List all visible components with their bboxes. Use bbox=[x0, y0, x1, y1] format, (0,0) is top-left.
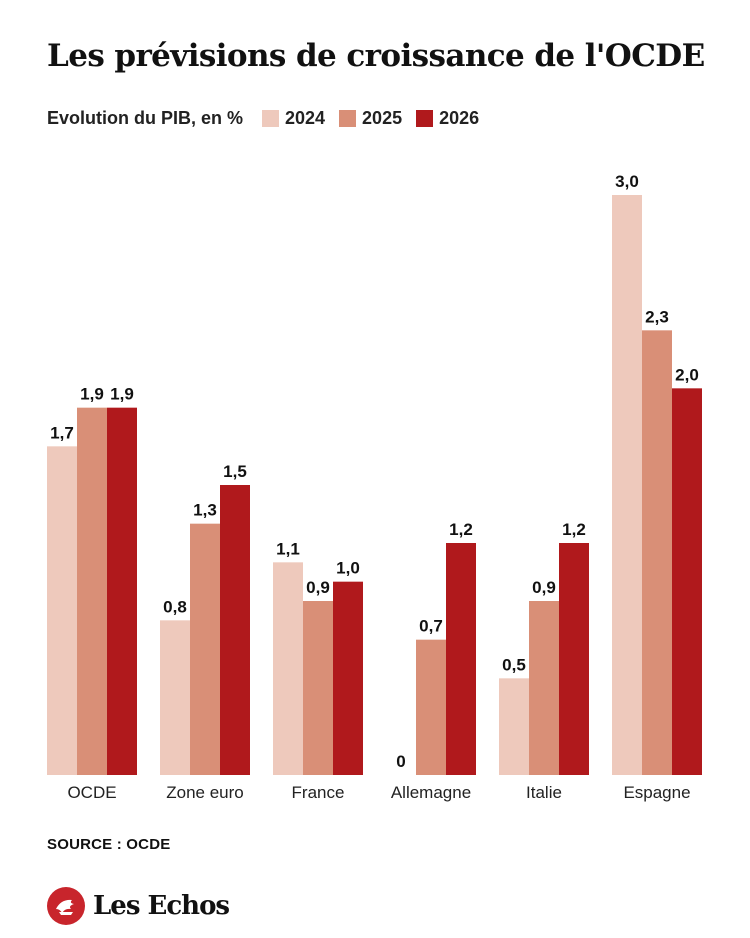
bar-ocde-2025 bbox=[77, 407, 107, 775]
chart-subtitle: Evolution du PIB, en % bbox=[47, 108, 244, 128]
bar-italie-2026 bbox=[559, 543, 589, 775]
data-label-zone-euro-2025: 1,3 bbox=[193, 501, 217, 520]
legend-label-2025: 2025 bbox=[362, 108, 403, 128]
data-label-espagne-2024: 3,0 bbox=[615, 172, 639, 191]
bar-ocde-2024 bbox=[47, 446, 77, 775]
data-label-allemagne-2026: 1,2 bbox=[449, 520, 473, 539]
category-label-allemagne: Allemagne bbox=[391, 783, 471, 802]
legend-item-2025: 2025 bbox=[339, 108, 402, 129]
legend-swatch-2024 bbox=[262, 110, 279, 127]
bar-espagne-2025 bbox=[642, 330, 672, 775]
legend-item-2024: 2024 bbox=[262, 108, 325, 129]
chart-legend: 2024 2025 2026 bbox=[262, 108, 493, 129]
bar-ocde-2026 bbox=[107, 407, 137, 775]
data-label-italie-2026: 1,2 bbox=[562, 520, 586, 539]
data-label-espagne-2026: 2,0 bbox=[675, 365, 699, 384]
brand-logo: Les Echos bbox=[47, 887, 230, 925]
bar-espagne-2024 bbox=[612, 195, 642, 775]
legend-label-2026: 2026 bbox=[439, 108, 480, 128]
data-label-ocde-2025: 1,9 bbox=[80, 385, 104, 404]
legend-swatch-2026 bbox=[416, 110, 434, 127]
bar-france-2026 bbox=[333, 581, 363, 775]
bar-france-2024 bbox=[273, 562, 303, 775]
bar-allemagne-2025 bbox=[416, 639, 446, 775]
data-label-ocde-2024: 1,7 bbox=[50, 423, 74, 442]
bar-italie-2024 bbox=[499, 678, 529, 775]
data-label-france-2026: 1,0 bbox=[336, 559, 360, 578]
legend-swatch-2025 bbox=[339, 110, 357, 127]
data-label-zone-euro-2026: 1,5 bbox=[223, 462, 247, 481]
bar-espagne-2026 bbox=[672, 388, 702, 775]
bar-allemagne-2026 bbox=[446, 543, 476, 775]
category-label-italie: Italie bbox=[526, 783, 562, 802]
data-label-espagne-2025: 2,3 bbox=[645, 307, 669, 326]
data-label-italie-2025: 0,9 bbox=[532, 578, 556, 597]
data-label-italie-2024: 0,5 bbox=[502, 655, 526, 674]
legend-item-2026: 2026 bbox=[416, 108, 479, 129]
category-label-zone-euro: Zone euro bbox=[166, 783, 244, 802]
bar-zone-euro-2025 bbox=[190, 523, 220, 775]
bar-zone-euro-2026 bbox=[220, 485, 250, 775]
brand-name: Les Echos bbox=[93, 891, 230, 921]
legend-label-2024: 2024 bbox=[285, 108, 326, 128]
category-label-france: France bbox=[292, 783, 345, 802]
bar-france-2025 bbox=[303, 601, 333, 775]
data-label-france-2025: 0,9 bbox=[306, 578, 330, 597]
chart-title: Les prévisions de croissance de l'OCDE bbox=[47, 38, 705, 74]
data-label-ocde-2026: 1,9 bbox=[110, 385, 134, 404]
category-label-ocde: OCDE bbox=[67, 783, 116, 802]
category-label-espagne: Espagne bbox=[623, 783, 690, 802]
data-label-allemagne-2024: 0 bbox=[396, 752, 405, 771]
data-label-zone-euro-2024: 0,8 bbox=[163, 597, 187, 616]
source-note: SOURCE : OCDE bbox=[47, 836, 171, 853]
brand-emblem-icon bbox=[47, 887, 85, 925]
bar-zone-euro-2024 bbox=[160, 620, 190, 775]
data-label-france-2024: 1,1 bbox=[276, 539, 300, 558]
data-label-allemagne-2025: 0,7 bbox=[419, 617, 443, 636]
bar-italie-2025 bbox=[529, 601, 559, 775]
